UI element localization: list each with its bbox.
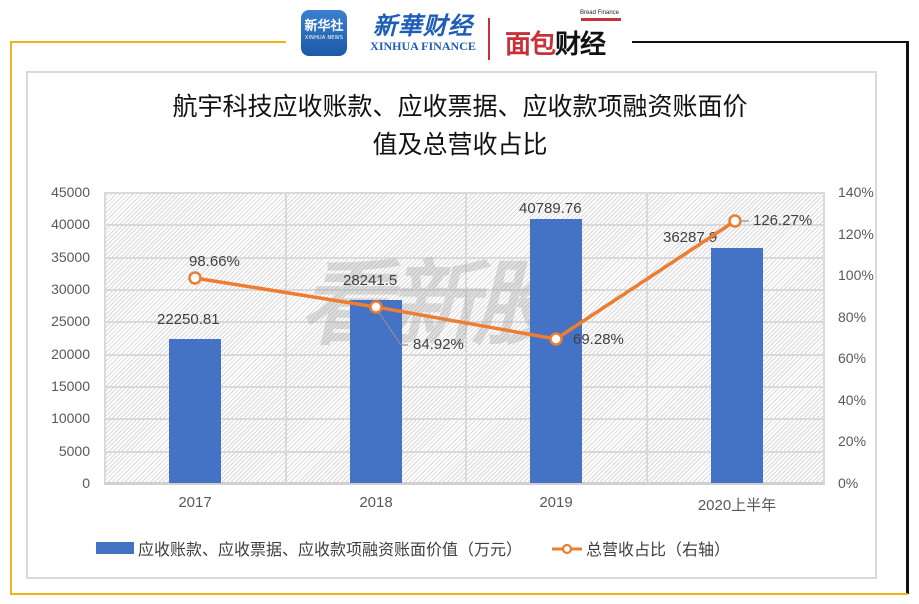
gridline-vertical	[465, 192, 467, 483]
bar-2018	[350, 300, 402, 483]
bread-finance-logo-cn: 面包财经	[505, 24, 606, 61]
bread-finance-logo-cn-black: 财经	[555, 30, 606, 60]
legend-line-label: 总营收占比（右轴）	[586, 540, 731, 559]
right-axis-tick: 120%	[838, 226, 874, 242]
watermark: 看新股	[300, 251, 564, 358]
bread-finance-logo: Bread Finance 面包财经	[503, 10, 621, 61]
gridline-vertical	[104, 192, 106, 483]
gridline-vertical	[646, 192, 648, 483]
right-axis-tick: 140%	[838, 184, 874, 200]
gridline-vertical	[823, 192, 825, 483]
xinhua-news-logo: 新华社 XINHUA NEWS	[301, 10, 347, 56]
chart-title-line-2: 值及总营收占比	[372, 130, 548, 159]
line-label-2017: 98.66%	[189, 253, 240, 270]
legend-line-icon	[552, 543, 583, 555]
xinhua-finance-logo-en: XINHUA FINANCE	[370, 39, 476, 53]
line-marker-2018	[369, 300, 383, 314]
gridline-vertical	[285, 192, 287, 483]
right-axis-tick: 40%	[838, 392, 867, 408]
legend-bar-swatch	[96, 542, 134, 554]
left-axis-tick: 20000	[51, 346, 90, 362]
legend-line-swatch	[552, 541, 583, 555]
line-marker-2020h1	[728, 214, 742, 228]
gridline	[104, 451, 825, 453]
frame-top-right-line	[632, 41, 907, 43]
left-axis-tick: 5000	[58, 443, 90, 459]
left-axis-tick: 30000	[51, 281, 90, 297]
bar-label-2017: 22250.81	[157, 311, 220, 328]
x-axis-tick: 2017	[178, 494, 212, 511]
bar-2017	[169, 339, 221, 483]
x-axis-line	[104, 483, 825, 485]
bread-finance-logo-en: Bread Finance	[579, 10, 619, 16]
line-label-2019: 69.28%	[573, 331, 624, 348]
line-marker-2017	[188, 271, 202, 285]
xinhua-news-logo-cn: 新华社	[304, 19, 344, 34]
right-axis-tick: 80%	[838, 309, 867, 325]
left-axis-tick: 25000	[51, 313, 90, 329]
gridline	[104, 192, 825, 194]
left-axis-tick: 35000	[51, 249, 90, 265]
frame-top-left-line	[10, 41, 286, 43]
bread-finance-logo-cn-red: 面包	[505, 30, 556, 60]
legend-bar-label: 应收账款、应收票据、应收款项融资账面价值（万元）	[138, 540, 523, 559]
right-axis-tick: 100%	[838, 267, 874, 283]
header: 新华社 XINHUA NEWS 新華财经 XINHUA FINANCE Brea…	[0, 0, 919, 64]
gridline	[104, 354, 825, 356]
gridline	[104, 224, 825, 226]
bar-label-2019: 40789.76	[519, 200, 582, 217]
left-axis-tick: 10000	[51, 410, 90, 426]
gridline	[104, 418, 825, 420]
logo-divider	[488, 18, 490, 60]
frame-bottom-line	[10, 593, 908, 595]
frame-right-line	[906, 41, 909, 594]
xinhua-finance-logo: 新華财经 XINHUA FINANCE	[358, 6, 488, 56]
left-axis-tick: 15000	[51, 378, 90, 394]
chart-title-line-1: 航宇科技应收账款、应收票据、应收款项融资账面价	[172, 92, 748, 121]
line-label-2018: 84.92%	[413, 336, 464, 353]
left-axis-tick: 45000	[51, 184, 90, 200]
frame-left-line	[10, 41, 12, 594]
right-axis-tick: 20%	[838, 433, 867, 449]
ratio-line	[194, 219, 736, 341]
leader-line	[375, 307, 402, 346]
chart-frame	[26, 71, 877, 579]
line-label-2020h1: 126.27%	[753, 212, 813, 229]
right-axis-tick: 0%	[838, 475, 859, 491]
bar-2020h1	[711, 248, 763, 483]
line-marker-2019	[549, 332, 563, 346]
legend: 应收账款、应收票据、应收款项融资账面价值（万元） 总营收占比（右轴）	[96, 536, 730, 560]
left-axis-tick: 40000	[51, 216, 90, 232]
bar-label-2018: 28241.5	[343, 272, 398, 289]
gridline	[104, 257, 825, 259]
right-axis-tick: 60%	[838, 350, 867, 366]
x-axis-tick: 2019	[539, 494, 573, 511]
xinhua-news-logo-en: XINHUA NEWS	[304, 35, 344, 41]
x-axis-tick: 2018	[359, 494, 393, 511]
chart-title: 航宇科技应收账款、应收票据、应收款项融资账面价 值及总营收占比	[60, 88, 860, 164]
x-axis-tick: 2020上半年	[697, 497, 777, 514]
left-axis-tick: 0	[82, 475, 90, 491]
gridline	[104, 386, 825, 388]
xinhua-finance-logo-cn: 新華财经	[373, 11, 473, 40]
bar-2019	[530, 219, 582, 483]
bread-finance-logo-stripe	[581, 18, 621, 21]
gridline	[104, 289, 825, 291]
